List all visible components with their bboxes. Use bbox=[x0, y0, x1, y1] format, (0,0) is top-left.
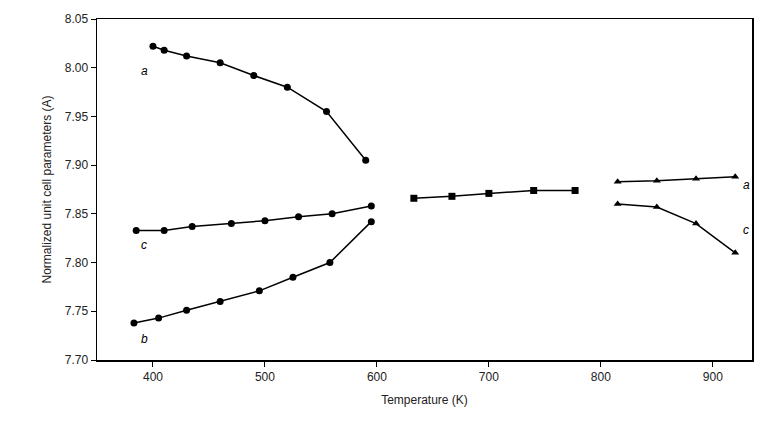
svg-text:600: 600 bbox=[367, 370, 387, 384]
svg-text:7.80: 7.80 bbox=[65, 256, 89, 270]
svg-text:400: 400 bbox=[143, 370, 163, 384]
svg-text:a: a bbox=[743, 178, 750, 192]
svg-text:8.05: 8.05 bbox=[65, 12, 89, 26]
svg-text:Normalized unit cell parameter: Normalized unit cell parameters (A) bbox=[40, 95, 54, 283]
svg-text:b: b bbox=[141, 332, 148, 346]
svg-text:7.75: 7.75 bbox=[65, 304, 89, 318]
svg-text:7.85: 7.85 bbox=[65, 207, 89, 221]
svg-text:7.90: 7.90 bbox=[65, 158, 89, 172]
svg-text:800: 800 bbox=[591, 370, 611, 384]
svg-text:c: c bbox=[141, 238, 147, 252]
svg-text:500: 500 bbox=[255, 370, 275, 384]
svg-text:8.00: 8.00 bbox=[65, 61, 89, 75]
svg-text:700: 700 bbox=[479, 370, 499, 384]
svg-text:7.95: 7.95 bbox=[65, 110, 89, 124]
svg-text:7.70: 7.70 bbox=[65, 353, 89, 367]
svg-text:900: 900 bbox=[703, 370, 723, 384]
svg-text:a: a bbox=[141, 64, 148, 78]
svg-text:c: c bbox=[743, 223, 749, 237]
svg-text:Temperature (K): Temperature (K) bbox=[381, 393, 468, 407]
